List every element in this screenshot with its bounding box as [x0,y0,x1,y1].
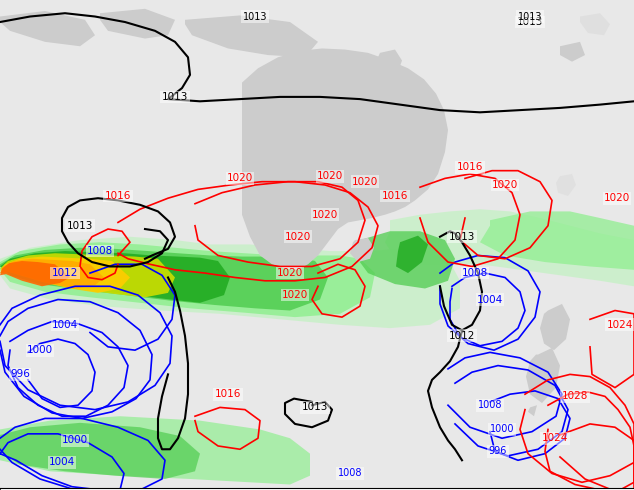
Text: 1013: 1013 [67,220,93,231]
Text: 1008: 1008 [478,400,502,410]
Polygon shape [0,242,375,317]
Polygon shape [480,211,634,270]
Text: 1020: 1020 [317,171,343,181]
Polygon shape [556,174,576,196]
Polygon shape [185,15,318,57]
Polygon shape [0,259,104,289]
Text: 1008: 1008 [87,246,113,256]
Text: 1008: 1008 [462,268,488,278]
Text: 1000: 1000 [62,436,88,445]
Text: 1013: 1013 [518,12,542,22]
Text: 1013: 1013 [162,92,188,102]
Text: 1020: 1020 [352,177,378,187]
Text: 1016: 1016 [105,191,131,201]
Text: 1020: 1020 [492,180,518,190]
Polygon shape [100,9,175,39]
Polygon shape [0,248,328,311]
Text: 1012: 1012 [449,331,476,341]
Text: 1004: 1004 [52,320,78,330]
Text: 1000: 1000 [489,424,514,435]
Text: 1004: 1004 [477,294,503,304]
Text: 1028: 1028 [562,392,588,401]
Polygon shape [560,42,585,62]
Polygon shape [350,238,374,262]
Polygon shape [0,423,200,479]
Polygon shape [242,49,448,270]
Polygon shape [0,261,70,286]
Text: 1013: 1013 [302,402,328,413]
Polygon shape [385,209,634,286]
Text: 1013: 1013 [517,17,543,27]
Polygon shape [396,236,428,273]
Bar [0,488,634,490]
Text: 1013: 1013 [449,232,476,242]
Polygon shape [0,257,130,293]
Text: 1020: 1020 [604,193,630,203]
Polygon shape [378,49,402,72]
Text: 1016: 1016 [382,191,408,201]
Polygon shape [528,405,537,416]
Polygon shape [0,253,175,297]
Text: 1020: 1020 [285,232,311,242]
Text: 1008: 1008 [338,468,362,478]
Text: 1016: 1016 [457,162,483,172]
Text: 1000: 1000 [27,345,53,355]
Polygon shape [0,416,310,485]
Text: 1020: 1020 [282,290,308,300]
Text: 1016: 1016 [215,389,241,399]
Text: 1024: 1024 [607,320,633,330]
Polygon shape [0,251,230,303]
Text: 996: 996 [10,369,30,379]
Polygon shape [0,11,95,46]
Text: 1020: 1020 [227,173,253,183]
Text: 1020: 1020 [312,210,338,220]
Polygon shape [526,348,560,403]
Text: 1013: 1013 [243,12,268,22]
Polygon shape [540,304,570,350]
Polygon shape [580,13,610,35]
Polygon shape [0,237,460,328]
Text: 1004: 1004 [49,458,75,467]
Text: 1012: 1012 [52,268,78,278]
Polygon shape [355,231,455,289]
Text: 1020: 1020 [277,268,303,278]
Text: 996: 996 [489,446,507,457]
Text: 1024: 1024 [542,433,568,443]
